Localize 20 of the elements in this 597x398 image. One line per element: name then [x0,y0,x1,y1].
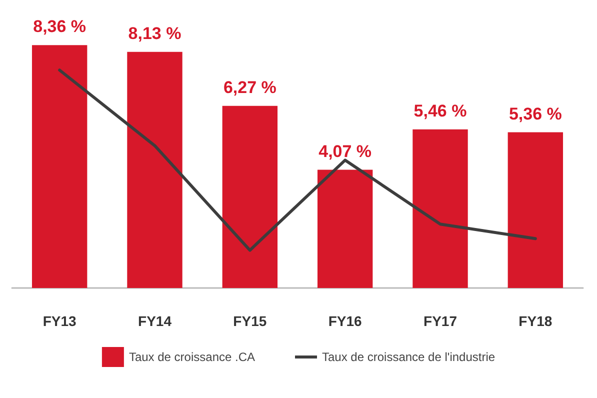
x-tick-label: FY17 [424,313,458,329]
x-tick-label: FY14 [138,313,172,329]
bar [508,132,564,288]
data-label: 8,36 % [33,17,86,36]
data-label: 5,46 % [414,101,467,120]
legend-label: Taux de croissance .CA [128,350,256,364]
legend-label: Taux de croissance de l'industrie [322,350,496,364]
x-tick-label: FY13 [42,313,77,329]
bar [127,52,182,288]
data-label: 6,27 % [223,78,276,97]
data-label: 5,36 % [508,104,562,124]
x-tick-label: FY15 [233,313,267,329]
x-tick-label: FY16 [328,313,362,329]
bar [317,170,373,288]
data-label: 8,13 % [128,24,182,43]
bar [222,106,278,288]
data-label: 4,07 % [318,142,372,161]
x-tick-label: FY18 [518,313,552,329]
bar [412,129,468,288]
bar [32,45,88,288]
